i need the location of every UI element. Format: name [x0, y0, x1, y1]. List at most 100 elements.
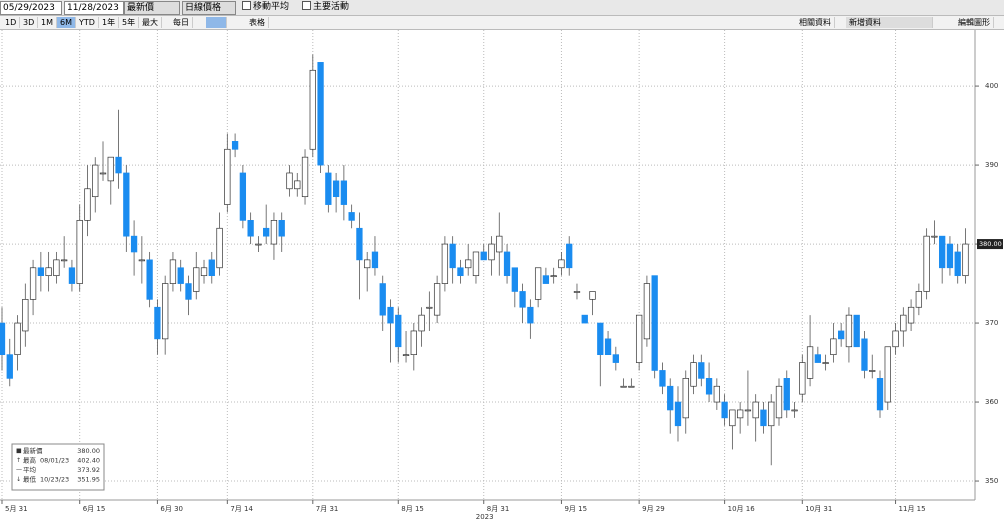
add-data[interactable]: 新增資料: [846, 17, 933, 28]
candle-body: [255, 243, 262, 246]
x-tick-label: 9月 15: [564, 505, 587, 513]
range-button[interactable]: 1年: [99, 17, 120, 28]
plot-area: [0, 30, 975, 500]
y-tick-label: 350: [985, 477, 998, 485]
year-label: 2023: [476, 513, 494, 521]
range-button[interactable]: 1M: [38, 17, 57, 28]
candle-body: [14, 322, 21, 356]
candle-body: [853, 314, 860, 348]
candle-body: [651, 275, 658, 371]
candle-body: [185, 283, 192, 300]
candle-body: [884, 346, 891, 403]
candle-body: [799, 362, 806, 395]
legend-symbol: —: [16, 467, 22, 474]
candle-body: [550, 275, 557, 278]
candle-body: [154, 306, 161, 340]
legend-name: 最新價: [23, 446, 43, 455]
candle-body: [760, 409, 767, 427]
candle-body: [869, 370, 876, 372]
legend-date: 08/01/23: [40, 457, 69, 465]
candle-body: [931, 235, 938, 238]
edit-button[interactable]: 編輯圖形: [955, 17, 994, 28]
candle-body: [736, 409, 744, 419]
candle-body: [643, 283, 651, 340]
candle-body: [954, 251, 961, 277]
candle-body: [752, 401, 759, 419]
candle-body: [915, 291, 923, 308]
candle-body: [962, 243, 969, 277]
candle-body: [76, 220, 83, 284]
candle-body: [294, 180, 301, 190]
candle-body: [278, 220, 285, 237]
moving-average[interactable]: 移動平均: [242, 1, 289, 13]
candle-body: [674, 401, 682, 427]
events[interactable]: 主要活動: [302, 1, 349, 13]
range-button[interactable]: 6M: [57, 17, 76, 28]
legend-box: [11, 443, 105, 491]
x-tick-label: 8月 31: [487, 505, 510, 513]
legend-value: 373.92: [77, 466, 100, 474]
related-button[interactable]: 相關資料: [796, 17, 835, 28]
candle-body: [231, 141, 239, 150]
x-tick-label: 7月 14: [230, 505, 253, 513]
start-date[interactable]: 05/29/2023: [0, 1, 62, 15]
candle-body: [263, 227, 270, 237]
candle-body: [472, 251, 480, 277]
end-date[interactable]: 11/28/2023: [64, 1, 124, 15]
legend-name: 平均: [23, 465, 37, 474]
candle-body: [511, 267, 518, 292]
candle-body: [527, 306, 534, 324]
candle-body: [418, 314, 425, 332]
y-tick-label: 400: [985, 82, 998, 90]
frequency[interactable]: 每日: [170, 17, 193, 28]
y-tick-label: 370: [985, 319, 998, 327]
candle-body: [612, 354, 619, 363]
candle-body: [395, 314, 402, 348]
candle-body: [480, 251, 487, 261]
events-label: 主要活動: [313, 2, 350, 12]
last-price-label: 380.00: [979, 240, 1002, 248]
candle-body: [775, 385, 783, 419]
field-select[interactable]: 最新價: [124, 1, 180, 15]
candle-body: [29, 267, 37, 300]
candle-body: [92, 164, 99, 198]
candle-body: [768, 401, 775, 427]
range-button[interactable]: 1D: [2, 17, 21, 28]
candle-body: [589, 291, 596, 300]
range-button[interactable]: YTD: [76, 17, 99, 28]
candle-body: [402, 354, 410, 357]
x-tick-label: 7月 31: [316, 505, 339, 513]
candle-body: [208, 259, 215, 277]
candle-body: [635, 314, 643, 363]
candle-body: [503, 251, 511, 277]
candle-body: [667, 385, 674, 411]
candle-body: [729, 409, 736, 427]
toolbar: 05/29/2023 11/28/2023 最新價 日線價格 移動平均 主要活動: [0, 0, 1004, 16]
chart-mode[interactable]: [206, 17, 227, 28]
range-button[interactable]: 最大: [139, 17, 162, 28]
style-select[interactable]: 日線價格: [182, 1, 236, 15]
last-price-tag: [977, 239, 1003, 250]
candle-body: [53, 259, 60, 277]
candle-body: [177, 267, 184, 284]
candle-body: [713, 385, 720, 403]
candle-body: [37, 267, 44, 277]
candle-body: [620, 385, 627, 388]
x-tick-label: 10月 31: [805, 505, 832, 513]
legend: 最新價 380.00 最高 08/01/23 402.40 平均 373.92 最低 10/23…: [11, 443, 105, 491]
candle-body: [138, 259, 146, 262]
candle-body: [581, 314, 588, 324]
range-button[interactable]: 5年: [119, 17, 140, 28]
candle-body: [239, 172, 247, 221]
range-button[interactable]: 3D: [20, 17, 39, 28]
candle-body: [744, 409, 752, 412]
candle-body: [573, 291, 581, 293]
candle-body: [628, 385, 635, 388]
table-button[interactable]: 表格: [246, 17, 269, 28]
candles: [0, 54, 969, 466]
candle-body: [542, 275, 550, 284]
x-tick-label: 11月 15: [899, 505, 926, 513]
candle-body: [814, 354, 821, 363]
candle-body: [193, 267, 200, 292]
